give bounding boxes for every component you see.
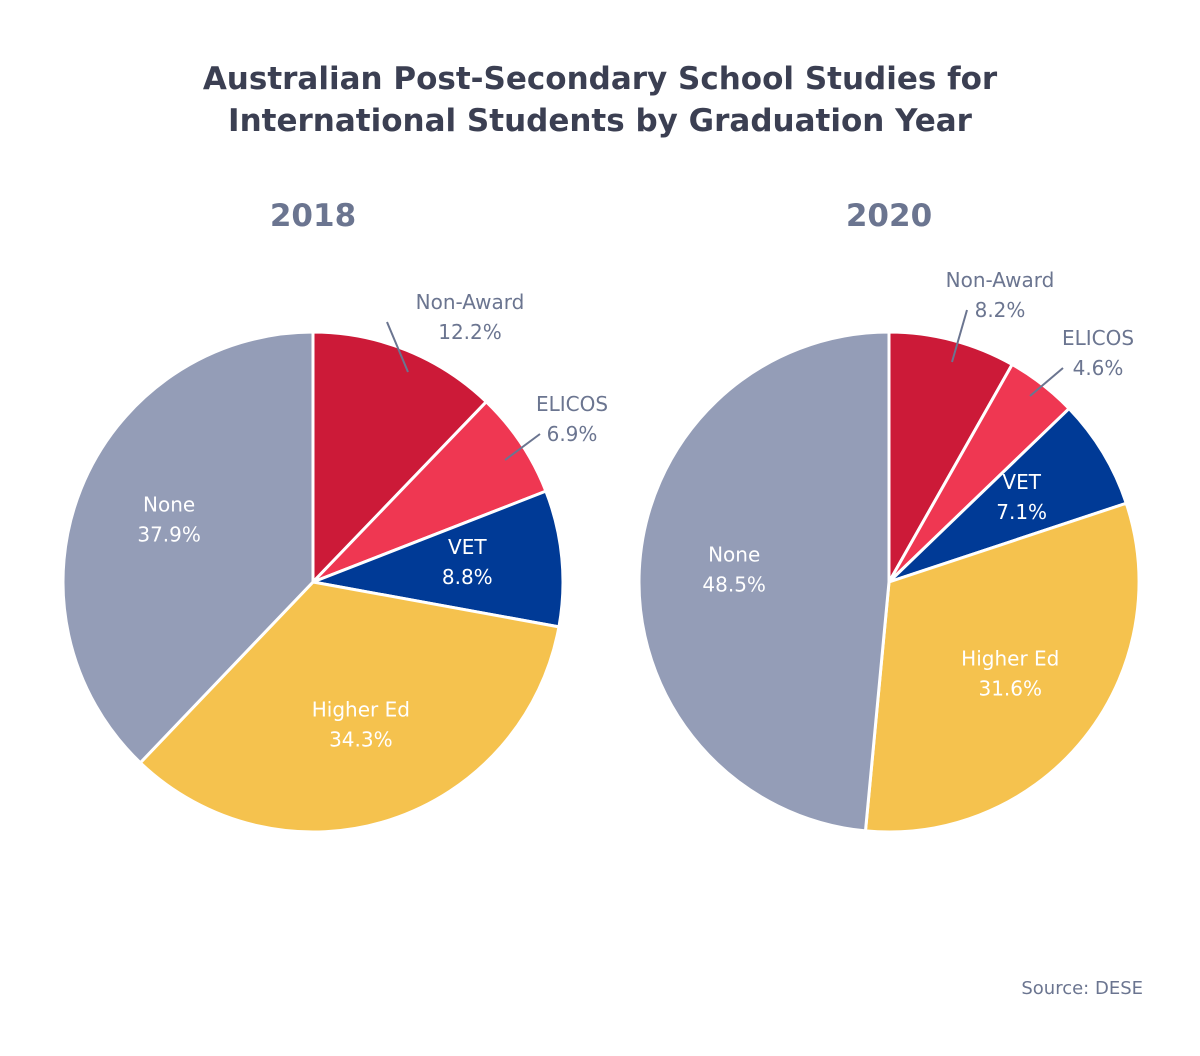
slice-2018-non-award [311, 330, 489, 586]
slice-2020-vet [887, 406, 1129, 584]
chart-title: Australian Post-Secondary School Studies… [0, 58, 1200, 142]
value-label-2018-none: 37.9% [137, 522, 201, 546]
slice-2020-non-award [887, 330, 1015, 588]
category-label-2018-vet: VET [448, 535, 487, 559]
category-label-2018-elicos: ELICOS [536, 392, 608, 416]
category-label-2018-none: None [143, 492, 195, 516]
title-line-2: International Students by Graduation Yea… [228, 103, 972, 139]
slice-2018-elicos [311, 399, 548, 584]
title-line-1: Australian Post-Secondary School Studies… [202, 61, 998, 97]
slice-2018-higher-ed [138, 580, 561, 834]
value-label-2020-higher-ed: 31.6% [978, 677, 1042, 701]
category-label-2018-non-award: Non-Award [416, 290, 525, 314]
leader-line-2018-non-award [386, 321, 409, 373]
category-label-2020-vet: VET [1002, 470, 1041, 494]
value-label-2018-vet: 8.8% [442, 565, 493, 589]
slice-2018-none [61, 330, 315, 765]
value-label-2020-none: 48.5% [702, 573, 766, 597]
category-label-2020-elicos: ELICOS [1062, 326, 1134, 350]
value-label-2018-non-award: 12.2% [438, 320, 502, 344]
slice-2020-none [637, 330, 891, 833]
pie-2020-title: 2020 [845, 198, 933, 234]
leader-line-2018-elicos [504, 433, 541, 461]
pie-2018-title: 2018 [269, 198, 357, 234]
value-label-2018-elicos: 6.9% [547, 422, 598, 446]
value-label-2020-vet: 7.1% [996, 500, 1047, 524]
category-label-2020-none: None [708, 543, 760, 567]
source-note: Source: DESE [1021, 978, 1143, 999]
leader-line-2020-non-award [951, 309, 968, 363]
leader-line-2020-elicos [1029, 367, 1064, 397]
value-label-2020-elicos: 4.6% [1073, 356, 1124, 380]
category-label-2020-higher-ed: Higher Ed [961, 647, 1059, 671]
category-label-2018-higher-ed: Higher Ed [312, 697, 410, 721]
category-label-2020-non-award: Non-Award [946, 268, 1055, 292]
value-label-2018-higher-ed: 34.3% [329, 727, 393, 751]
slice-2020-higher-ed [863, 501, 1141, 834]
value-label-2020-non-award: 8.2% [975, 298, 1026, 322]
